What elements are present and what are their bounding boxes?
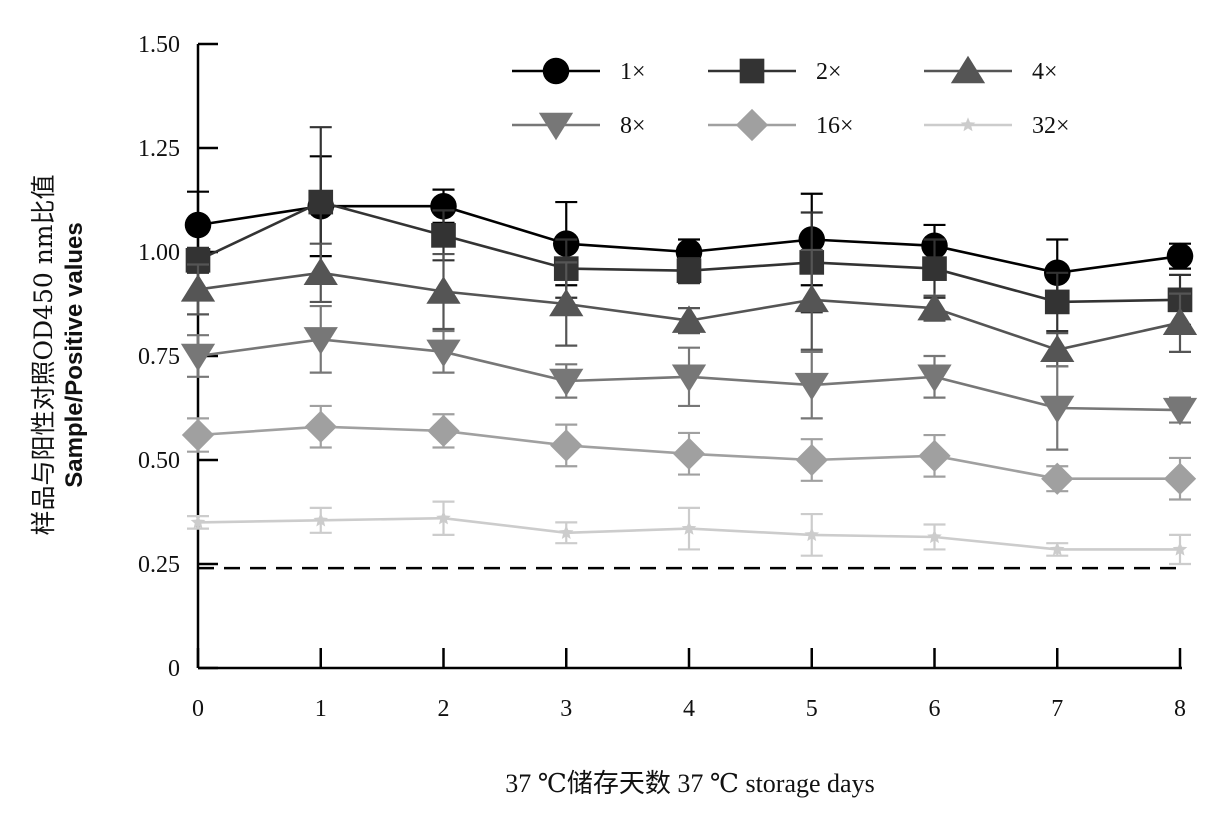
data-point (917, 364, 952, 393)
legend: 1× 2× 4× 8× 16× 32× (512, 55, 1070, 142)
y-tick-label: 1.50 (138, 32, 180, 58)
data-point (1172, 541, 1188, 556)
legend-label: 16× (816, 113, 854, 139)
y-tick-label: 1.25 (138, 136, 180, 162)
legend-marker (542, 57, 570, 85)
y-axis-label-en: Sample/Positive values (61, 222, 88, 487)
x-tick-label: 2 (438, 696, 450, 722)
data-point (1166, 242, 1194, 270)
data-point (303, 257, 338, 286)
data-point (1163, 462, 1197, 495)
legend-label: 32× (1032, 113, 1070, 139)
data-point (795, 443, 828, 477)
legend-item: 32× (924, 113, 1070, 139)
data-point (549, 288, 584, 317)
data-point (804, 527, 819, 542)
data-point (1040, 395, 1075, 424)
data-point (1040, 334, 1075, 362)
data-point (927, 529, 942, 544)
data-point (550, 429, 583, 462)
data-point (430, 192, 457, 220)
x-tick-label: 0 (192, 696, 204, 722)
data-point (180, 274, 216, 302)
legend-item: 2× (708, 58, 842, 85)
data-point (917, 292, 952, 321)
legend-item: 8× (512, 112, 646, 141)
data-point (671, 364, 707, 393)
series-5 (181, 404, 1197, 501)
y-tick-label: 0.50 (138, 448, 180, 474)
data-point (918, 439, 951, 472)
data-point (180, 343, 216, 372)
x-tick-label: 1 (315, 696, 327, 722)
data-point (671, 305, 707, 333)
data-point (303, 327, 338, 355)
y-axis-label: 样品与阳性对照OD450 nm比值 (29, 174, 58, 535)
data-point (672, 437, 706, 470)
data-point (681, 521, 697, 535)
x-tick-label: 6 (929, 696, 941, 722)
x-tick-label: 4 (683, 696, 695, 722)
data-point (794, 372, 829, 401)
data-point (426, 276, 461, 304)
legend-marker (735, 108, 769, 142)
legend-item: 1× (512, 57, 646, 85)
series-group (180, 126, 1198, 566)
y-tick-label: 0.75 (138, 344, 180, 370)
x-axis-label: 37 ℃储存天数 37 ℃ storage days (505, 769, 874, 798)
legend-label: 4× (1032, 59, 1058, 85)
legend-label: 1× (620, 59, 646, 85)
data-point (1050, 541, 1065, 556)
data-point (184, 211, 212, 239)
series-6 (187, 500, 1191, 566)
data-point (304, 410, 337, 443)
series-4 (180, 304, 1198, 451)
y-axis-label-en-group: Sample/Positive values (61, 222, 88, 487)
data-point (313, 512, 328, 527)
legend-item: 4× (924, 55, 1058, 85)
legend-marker (739, 58, 765, 84)
data-point (308, 189, 334, 215)
legend-label: 2× (816, 59, 842, 85)
data-point (427, 414, 460, 448)
data-point (1162, 397, 1198, 426)
data-point (426, 339, 461, 368)
y-axis-label-cn: 样品与阳性对照OD450 nm比值 (29, 174, 58, 535)
data-point (549, 368, 584, 397)
data-point (436, 510, 451, 525)
x-tick-label: 3 (560, 696, 572, 722)
y-axis: 0 0.25 0.50 0.75 1.00 1.25 1.50 (138, 32, 218, 682)
data-point (676, 258, 702, 284)
data-point (190, 514, 206, 529)
legend-item: 16× (708, 108, 854, 142)
data-point (922, 256, 947, 281)
series-3 (180, 242, 1198, 368)
x-tick-label: 5 (806, 696, 818, 722)
y-tick-label: 1.00 (138, 240, 180, 266)
legend-marker (538, 112, 574, 141)
legend-label: 8× (620, 113, 646, 139)
legend-marker (960, 117, 976, 132)
x-axis: 0 1 2 3 4 5 6 7 8 (192, 648, 1186, 722)
y-tick-label: 0 (168, 656, 180, 682)
data-point (431, 223, 456, 248)
x-tick-label: 7 (1051, 696, 1063, 722)
legend-marker (950, 55, 986, 84)
y-tick-label: 0.25 (138, 552, 180, 578)
data-point (559, 525, 574, 539)
data-point (1044, 289, 1070, 315)
data-point (1162, 307, 1198, 335)
x-tick-label: 8 (1174, 696, 1186, 722)
data-point (181, 418, 215, 452)
data-point (794, 284, 829, 313)
data-point (1041, 462, 1074, 495)
series-2 (185, 126, 1193, 333)
